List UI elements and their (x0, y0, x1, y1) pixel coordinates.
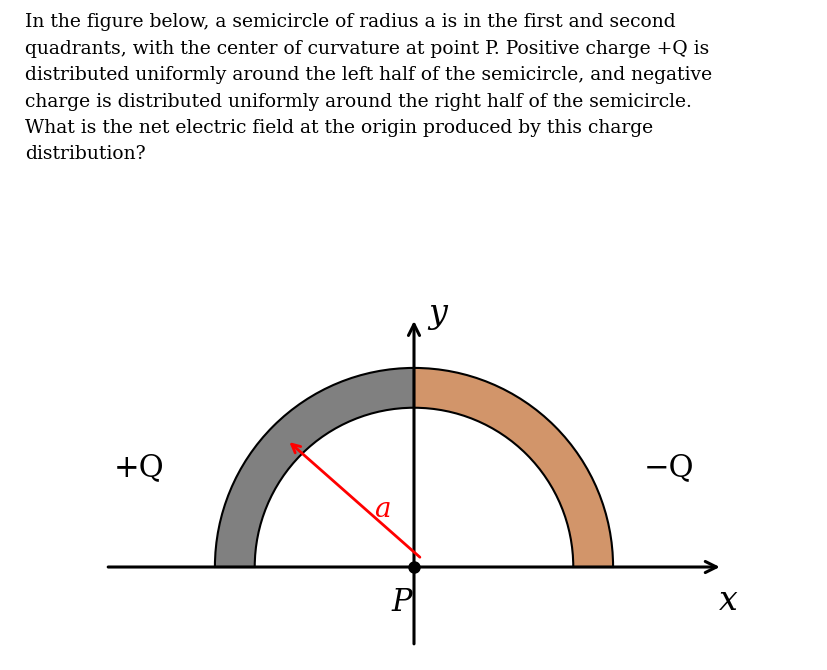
Wedge shape (215, 368, 414, 567)
Wedge shape (414, 368, 612, 567)
Text: −Q: −Q (643, 452, 693, 483)
Text: x: x (718, 585, 737, 617)
Text: +Q: +Q (114, 452, 165, 483)
Text: y: y (428, 298, 447, 330)
Text: In the figure below, a semicircle of radius a is in the first and second
quadran: In the figure below, a semicircle of rad… (25, 13, 711, 163)
Text: a: a (374, 496, 390, 523)
Text: P: P (391, 587, 412, 618)
